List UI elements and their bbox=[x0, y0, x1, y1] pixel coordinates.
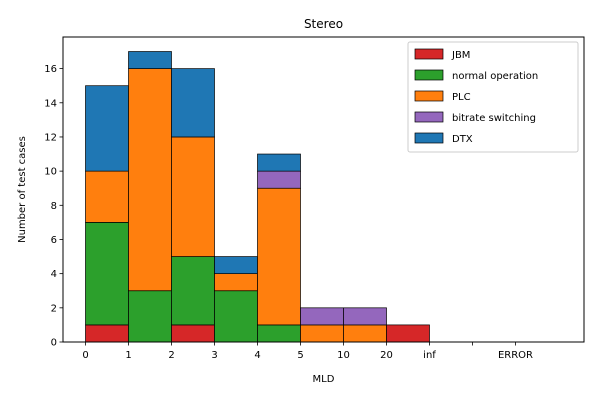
legend: JBM normal operation PLC bitrate switching D… bbox=[407, 41, 579, 153]
bar-plc-4 bbox=[257, 187, 301, 326]
bar-jbm-2 bbox=[171, 324, 215, 343]
x-tick-label: 4 bbox=[254, 350, 260, 361]
bar-dtx-1 bbox=[128, 51, 172, 69]
x-tick-label: 5 bbox=[297, 350, 303, 361]
legend-label-dtx: DTX bbox=[452, 134, 473, 145]
y-tick-label: 0 bbox=[51, 338, 57, 349]
legend-swatch-dtx bbox=[414, 132, 444, 144]
bar-dtx-3 bbox=[214, 256, 258, 275]
x-tick-label: 20 bbox=[380, 350, 393, 361]
y-tick-label: 10 bbox=[44, 167, 57, 178]
y-tick-label: 4 bbox=[51, 269, 57, 280]
bar-dtx-2 bbox=[171, 68, 215, 138]
bars-group bbox=[85, 51, 430, 343]
bar-plc-1 bbox=[128, 68, 172, 292]
bar-bitrate-switching-4 bbox=[257, 170, 301, 189]
legend-swatch-plc bbox=[414, 90, 444, 102]
y-tick-label: 2 bbox=[51, 303, 57, 314]
legend-label-jbm: JBM bbox=[451, 50, 470, 61]
legend-label-bitrate-switching: bitrate switching bbox=[452, 113, 536, 124]
x-tick-label: ERROR bbox=[498, 350, 533, 361]
chart-title: Stereo bbox=[304, 17, 343, 31]
bar-plc-6 bbox=[343, 324, 387, 343]
y-tick-label: 12 bbox=[44, 132, 57, 143]
x-tick-label: 0 bbox=[82, 350, 88, 361]
bar-plc-3 bbox=[214, 273, 258, 292]
bar-plc-0 bbox=[85, 170, 129, 223]
x-tick-label: 2 bbox=[168, 350, 174, 361]
bar-bitrate-switching-5 bbox=[300, 307, 344, 326]
plot-frame bbox=[62, 36, 585, 343]
y-tick-label: 8 bbox=[51, 201, 57, 212]
legend-label-normal-operation: normal operation bbox=[452, 71, 538, 82]
bar-plc-2 bbox=[171, 136, 215, 257]
bar-dtx-0 bbox=[85, 85, 129, 172]
bar-normal-operation-1 bbox=[128, 290, 172, 343]
bar-normal-operation-3 bbox=[214, 290, 258, 343]
legend-swatch-bitrate-switching bbox=[414, 111, 444, 123]
y-tick-label: 14 bbox=[44, 98, 57, 109]
bar-bitrate-switching-6 bbox=[343, 307, 387, 326]
legend-swatch-jbm bbox=[414, 48, 444, 60]
y-tick-label: 6 bbox=[51, 235, 57, 246]
bar-plc-5 bbox=[300, 324, 344, 343]
legend-box bbox=[407, 41, 579, 153]
bar-normal-operation-2 bbox=[171, 256, 215, 326]
x-tick-label: inf bbox=[423, 350, 436, 361]
bar-normal-operation-0 bbox=[85, 222, 129, 326]
bar-normal-operation-4 bbox=[257, 324, 301, 343]
x-tick-label: 1 bbox=[125, 350, 131, 361]
legend-swatch-normal-operation bbox=[414, 69, 444, 81]
x-tick-label: 3 bbox=[211, 350, 217, 361]
x-tick-label: 10 bbox=[337, 350, 350, 361]
y-tick-label: 16 bbox=[44, 64, 57, 75]
x-axis: 0 1 2 3 4 5 10 20 inf ERROR bbox=[82, 342, 533, 361]
y-axis-label: Number of test cases bbox=[17, 136, 28, 243]
bar-jbm-0 bbox=[85, 324, 129, 343]
y-axis: 0 2 4 6 8 10 12 14 16 bbox=[44, 64, 63, 349]
bar-dtx-4 bbox=[257, 153, 301, 172]
legend-label-plc: PLC bbox=[452, 92, 471, 103]
x-axis-label: MLD bbox=[313, 374, 335, 385]
bar-jbm-7 bbox=[386, 324, 430, 343]
